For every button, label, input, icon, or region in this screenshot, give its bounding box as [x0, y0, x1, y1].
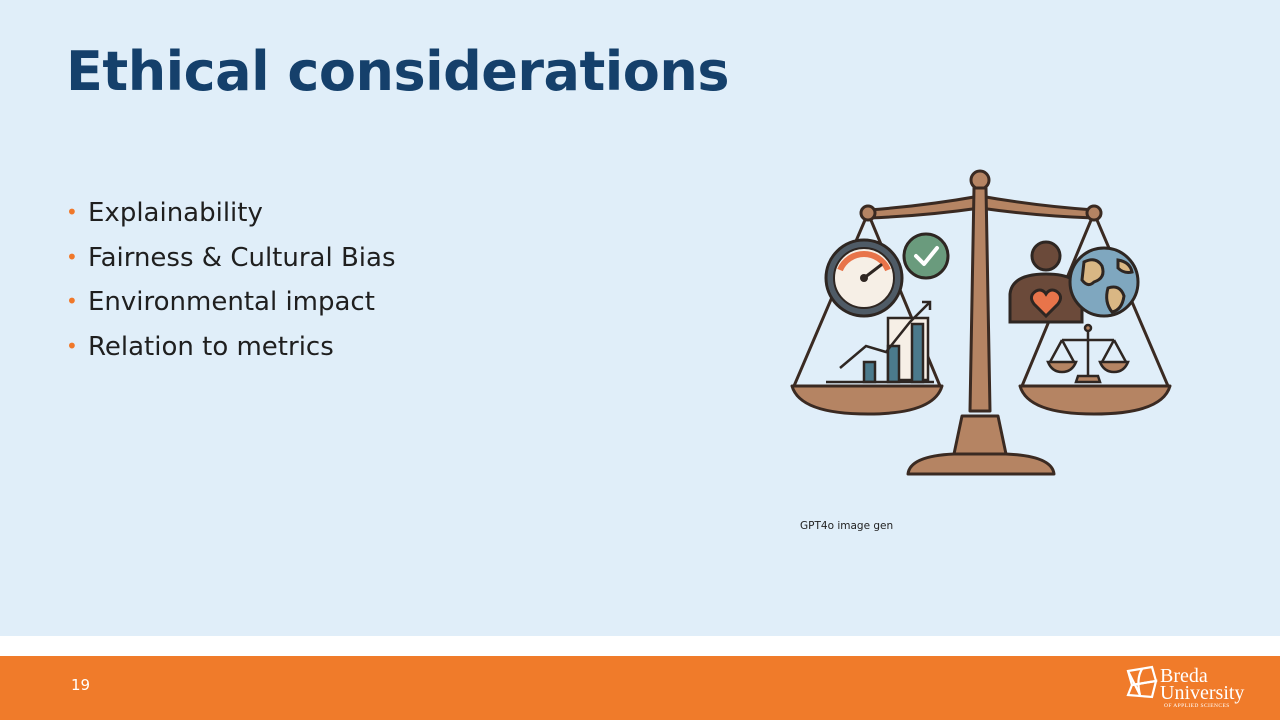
small-scale-icon — [1046, 323, 1130, 384]
logo-text-breda: Breda — [1160, 665, 1208, 687]
logo-text-university: University — [1160, 682, 1245, 704]
bullet-dot-icon: • — [66, 289, 78, 313]
bullet-item: • Fairness & Cultural Bias — [66, 236, 396, 281]
bullet-text: Environmental impact — [88, 287, 375, 317]
slide-title: Ethical considerations — [66, 40, 729, 103]
image-caption: GPT4o image gen — [800, 520, 894, 532]
bar-chart-icon — [826, 300, 934, 384]
person-heart-icon — [1008, 240, 1084, 324]
bullet-dot-icon: • — [66, 200, 78, 224]
bullet-text: Relation to metrics — [88, 331, 334, 362]
balance-scale-icon — [790, 169, 1172, 476]
bullet-text: Fairness & Cultural Bias — [88, 242, 396, 273]
ethics-illustration — [784, 166, 1184, 486]
bullet-dot-icon: • — [66, 333, 78, 358]
logo-text-applied-sciences: OF APPLIED SCIENCES — [1164, 703, 1230, 709]
gauge-icon — [824, 238, 904, 318]
page-number: 19 — [71, 676, 91, 694]
footer-bar: 19 Breda University OF APPLIED SCIENCES — [0, 656, 1280, 720]
checkmark-icon — [902, 232, 950, 280]
bullet-item: • Explainability — [66, 191, 396, 236]
bullet-item: • Relation to metrics — [66, 325, 396, 370]
bullet-item: • Environmental impact — [66, 280, 396, 325]
bullet-dot-icon: • — [66, 244, 78, 269]
logo-mark-icon — [1126, 665, 1158, 699]
university-logo: Breda University OF APPLIED SCIENCES — [1126, 665, 1244, 709]
globe-icon — [1068, 246, 1140, 318]
bullet-list: • Explainability • Fairness & Cultural Bia… — [66, 191, 396, 369]
bullet-text: Explainability — [88, 198, 263, 228]
